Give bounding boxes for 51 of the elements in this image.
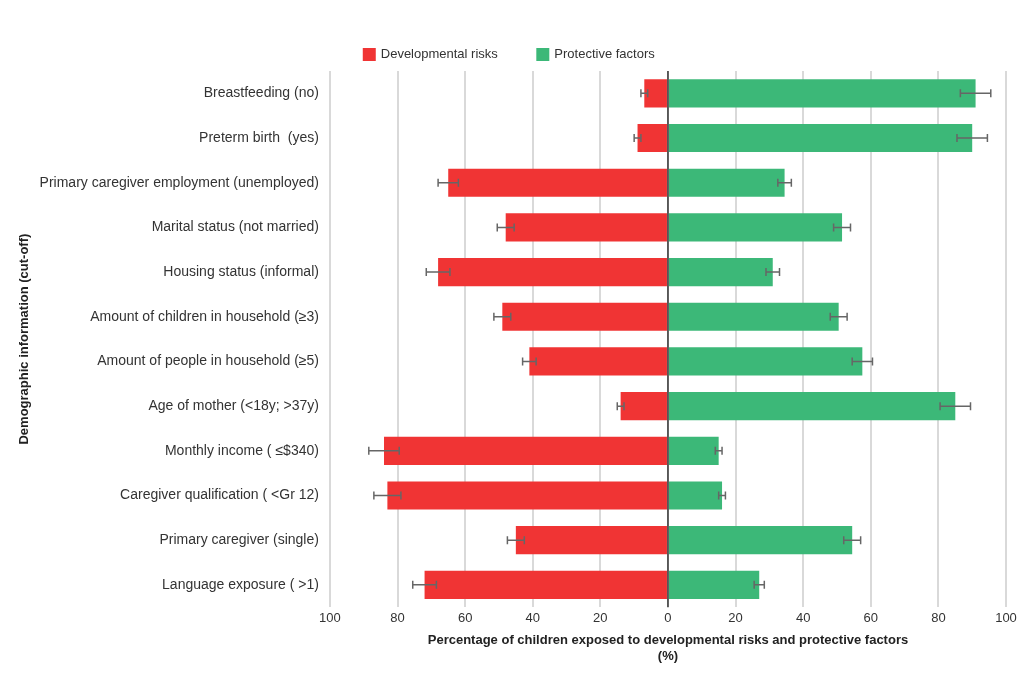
- bar: [668, 123, 973, 153]
- bar: [384, 436, 667, 465]
- y-tick-label: Language exposure ( >1): [162, 575, 319, 592]
- y-tick-label: Marital status (not married): [151, 218, 319, 235]
- bar: [637, 123, 667, 153]
- y-axis-title: Demographic information (cut-off): [16, 233, 32, 445]
- x-axis-title: Percentage of children exposed to developmental risks and protective factors (%): [427, 632, 909, 663]
- y-tick-label: Amount of people in household (≥5): [97, 352, 319, 369]
- bar: [668, 436, 719, 465]
- x-tick-label: 100: [995, 609, 1017, 625]
- x-tick-label: 60: [863, 609, 879, 625]
- bar: [502, 302, 667, 331]
- bar: [438, 258, 667, 287]
- x-tick-label: 80: [931, 609, 946, 625]
- y-tick-label: Primary caregiver (single): [159, 531, 319, 548]
- bar: [668, 258, 773, 287]
- y-tick-label: Amount of children in household (≥3): [90, 307, 319, 324]
- bar: [620, 392, 667, 421]
- x-tick-label: 20: [728, 609, 743, 625]
- bar: [668, 168, 785, 197]
- x-tick-label: 40: [795, 609, 811, 625]
- bar: [668, 302, 839, 331]
- bar: [668, 79, 976, 108]
- x-tick-label: 80: [390, 609, 405, 625]
- y-tick-label: Caregiver qualification ( <Gr 12): [120, 486, 319, 503]
- bar: [529, 347, 667, 376]
- x-tick-label: 100: [319, 609, 341, 625]
- y-tick-label: Preterm birth (yes): [199, 128, 319, 145]
- y-tick-label: Age of mother (<18y; >37y): [148, 396, 319, 413]
- x-tick-label: 60: [457, 609, 473, 625]
- legend-label: Developmental risks: [380, 46, 499, 62]
- bar: [505, 213, 667, 242]
- bar: [668, 213, 843, 242]
- x-tick-label: 40: [525, 609, 540, 625]
- x-tick-label: 20: [593, 609, 608, 625]
- bar: [448, 168, 667, 197]
- bar: [668, 570, 760, 599]
- bar: [387, 481, 667, 510]
- bar: [424, 570, 667, 599]
- bar: [668, 392, 956, 421]
- bar: [668, 347, 863, 376]
- y-tick-label: Housing status (informal): [163, 262, 319, 279]
- bar: [668, 481, 723, 510]
- y-tick-label: Breastfeeding (no): [203, 84, 319, 101]
- y-tick-label: Monthly income ( ≤$340): [164, 441, 319, 458]
- x-tick-label: 0: [664, 609, 672, 625]
- bar: [644, 79, 667, 108]
- bar: [515, 526, 667, 555]
- y-tick-label: Primary caregiver employment (unemployed): [39, 173, 319, 190]
- legend-label: Protective factors: [554, 46, 656, 62]
- bar: [668, 526, 853, 555]
